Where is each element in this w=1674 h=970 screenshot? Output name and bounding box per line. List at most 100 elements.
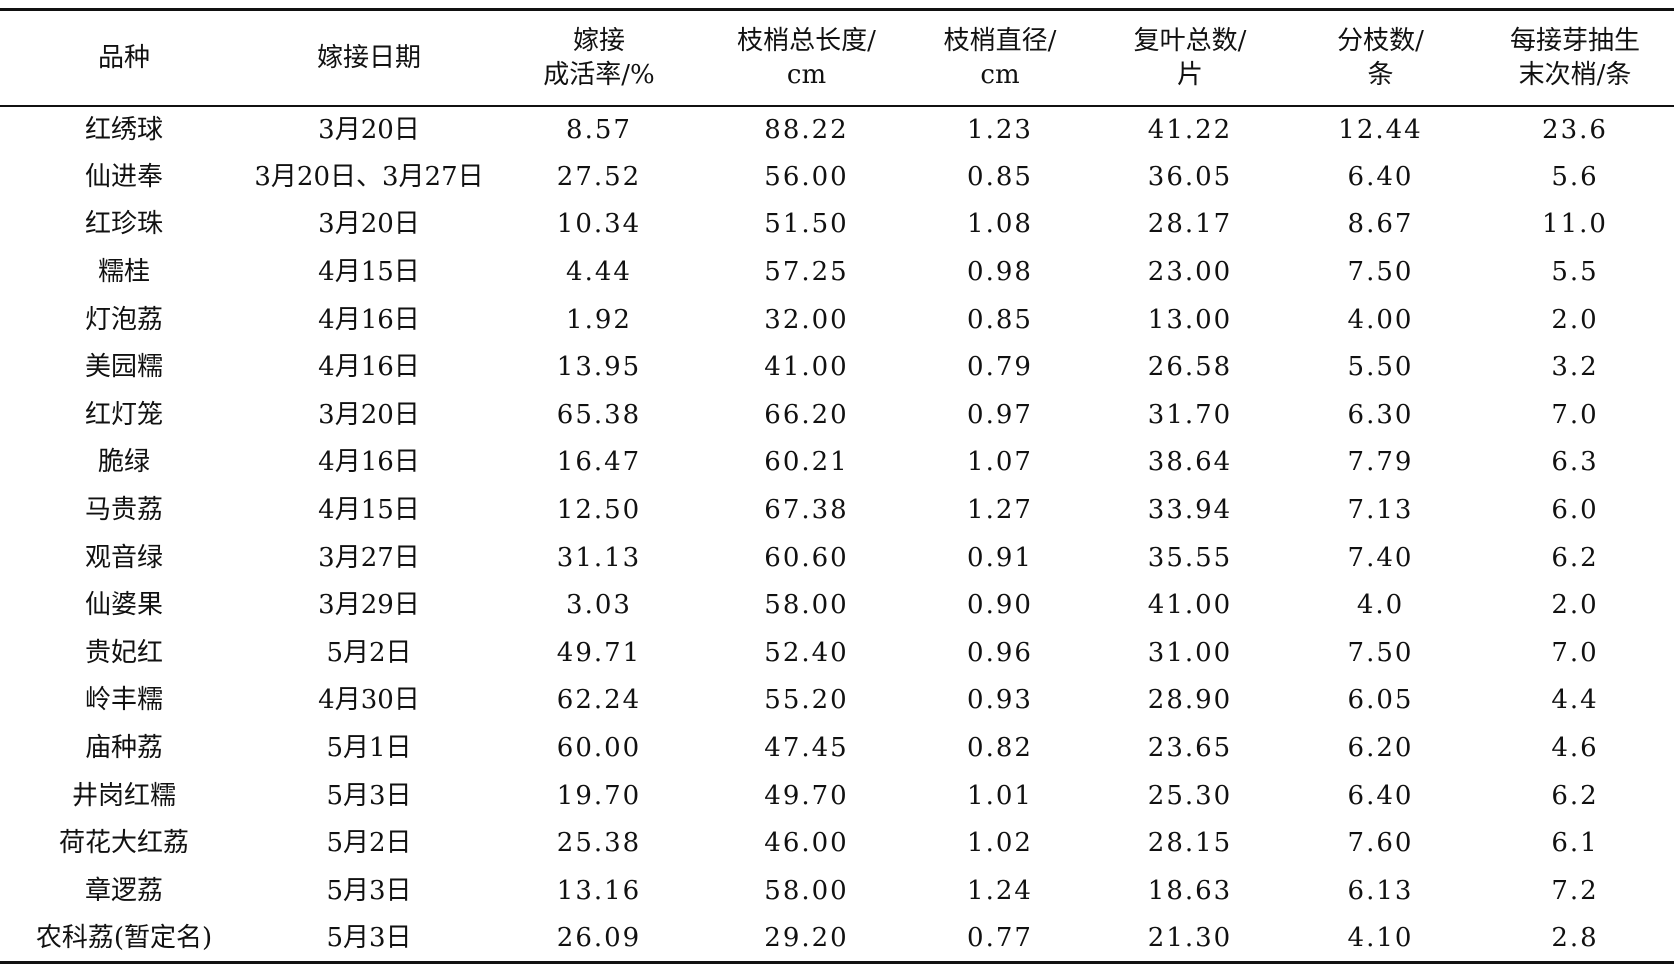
number-cell: 0.97	[967, 399, 1033, 430]
text-cell: 3月20日、3月27日	[254, 161, 484, 192]
number-cell: 41.22	[1147, 114, 1233, 145]
number-cell: 13.16	[556, 875, 642, 906]
number-cell: 1.24	[967, 875, 1033, 906]
number-cell: 1.27	[967, 495, 1033, 526]
header-cell: 嫁接 成活率/%	[490, 10, 708, 106]
number-cell: 12.44	[1338, 114, 1423, 145]
number-cell: 0.85	[967, 304, 1033, 335]
number-cell: 60.21	[764, 447, 849, 478]
number-cell: 0.79	[967, 352, 1033, 383]
number-cell: 5.6	[1551, 161, 1599, 192]
text-cell: 3月29日	[318, 590, 420, 621]
text-cell: 脆绿	[97, 447, 150, 478]
number-cell: 60.00	[556, 733, 642, 764]
number-cell: 65.38	[556, 399, 642, 430]
number-cell: 28.90	[1147, 685, 1233, 716]
text-cell: 章逻荔	[84, 875, 163, 906]
number-cell: 5.50	[1347, 352, 1414, 383]
header-line: 品种	[97, 42, 150, 73]
number-cell: 7.79	[1347, 447, 1414, 478]
text-cell: 糯桂	[97, 257, 150, 288]
number-cell: 6.0	[1551, 495, 1599, 526]
table-row: 仙婆果 3月29日 3.03 58.00 0.90 41.00 4.0 2.0	[0, 581, 1674, 629]
number-cell: 66.20	[764, 399, 849, 430]
text-cell: 5月3日	[326, 922, 412, 953]
header-line: 条	[1367, 59, 1394, 90]
number-cell: 1.01	[967, 780, 1033, 811]
header-line: cm	[980, 59, 1020, 90]
number-cell: 8.67	[1347, 209, 1414, 240]
number-cell: 4.4	[1551, 685, 1599, 716]
number-cell: 51.50	[764, 209, 849, 240]
number-cell: 2.8	[1551, 922, 1599, 953]
number-cell: 6.40	[1347, 161, 1414, 192]
number-cell: 31.70	[1147, 399, 1233, 430]
number-cell: 7.50	[1347, 257, 1414, 288]
number-cell: 4.0	[1356, 590, 1405, 621]
number-cell: 4.6	[1551, 733, 1599, 764]
number-cell: 33.94	[1147, 495, 1233, 526]
text-cell: 3月27日	[318, 542, 420, 573]
text-cell: 灯泡荔	[84, 304, 163, 335]
header-cell: 品种	[0, 10, 248, 106]
text-cell: 3月20日	[318, 114, 420, 145]
number-cell: 2.0	[1551, 304, 1599, 335]
header-cell: 分枝数/条	[1285, 10, 1476, 106]
table-row: 红灯笼 3月20日 65.38 66.20 0.97 31.70 6.30 7.0	[0, 391, 1674, 439]
header-cell: 枝梢总长度/cm	[708, 10, 905, 106]
number-cell: 26.09	[556, 922, 642, 953]
number-cell: 6.2	[1551, 542, 1599, 573]
number-cell: 7.2	[1551, 875, 1599, 906]
number-cell: 7.60	[1347, 828, 1414, 859]
number-cell: 56.00	[764, 161, 849, 192]
number-cell: 21.30	[1147, 922, 1233, 953]
number-cell: 6.05	[1347, 685, 1414, 716]
number-cell: 88.22	[764, 114, 849, 145]
number-cell: 49.70	[764, 780, 849, 811]
number-cell: 11.0	[1542, 209, 1608, 240]
number-cell: 6.3	[1551, 447, 1599, 478]
text-cell: 观音绿	[84, 542, 163, 573]
table-row: 脆绿 4月16日 16.47 60.21 1.07 38.64 7.79 6.3	[0, 439, 1674, 487]
text-cell: 贵妃红	[84, 637, 163, 668]
table-row: 美园糯 4月16日 13.95 41.00 0.79 26.58 5.50 3.2	[0, 343, 1674, 391]
number-cell: 7.0	[1551, 637, 1599, 668]
header-line: 复叶总数/	[1133, 25, 1247, 56]
number-cell: 8.57	[566, 114, 632, 145]
number-cell: 6.20	[1347, 733, 1414, 764]
table-row: 农科荔(暂定名) 5月3日 26.09 29.20 0.77 21.30 4.10 2.8	[0, 915, 1674, 963]
text-cell: 红灯笼	[84, 399, 163, 430]
text-cell: 5月3日	[326, 780, 412, 811]
number-cell: 0.93	[967, 685, 1033, 716]
number-cell: 3.03	[566, 590, 632, 621]
header-line: 成活率/%	[543, 59, 655, 90]
text-cell: 4月16日	[318, 304, 420, 335]
header-line: 枝梢总长度/	[737, 25, 876, 56]
number-cell: 13.95	[556, 352, 642, 383]
table-row: 岭丰糯 4月30日 62.24 55.20 0.93 28.90 6.05 4.4	[0, 677, 1674, 725]
number-cell: 41.00	[1147, 590, 1233, 621]
number-cell: 13.00	[1147, 304, 1233, 335]
table-row: 章逻荔 5月3日 13.16 58.00 1.24 18.63 6.13 7.2	[0, 867, 1674, 915]
number-cell: 58.00	[764, 875, 849, 906]
table-row: 井岗红糯 5月3日 19.70 49.70 1.01 25.30 6.40 6.2	[0, 772, 1674, 820]
text-cell: 4月15日	[318, 257, 420, 288]
number-cell: 23.65	[1147, 733, 1233, 764]
number-cell: 32.00	[764, 304, 849, 335]
number-cell: 19.70	[556, 780, 642, 811]
text-cell: 4月16日	[318, 447, 420, 478]
text-cell: 美园糯	[84, 352, 163, 383]
text-cell: 农科荔(暂定名)	[35, 922, 213, 953]
number-cell: 55.20	[764, 685, 849, 716]
text-cell: 仙婆果	[84, 590, 163, 621]
text-cell: 红绣球	[84, 114, 163, 145]
number-cell: 1.23	[967, 114, 1033, 145]
text-cell: 仙进奉	[84, 161, 163, 192]
number-cell: 26.58	[1147, 352, 1233, 383]
text-cell: 岭丰糯	[84, 685, 163, 716]
header-cell: 复叶总数/片	[1095, 10, 1285, 106]
number-cell: 67.38	[764, 495, 849, 526]
table-row: 红珍珠 3月20日 10.34 51.50 1.08 28.17 8.67 11.0	[0, 201, 1674, 249]
number-cell: 6.13	[1347, 875, 1414, 906]
